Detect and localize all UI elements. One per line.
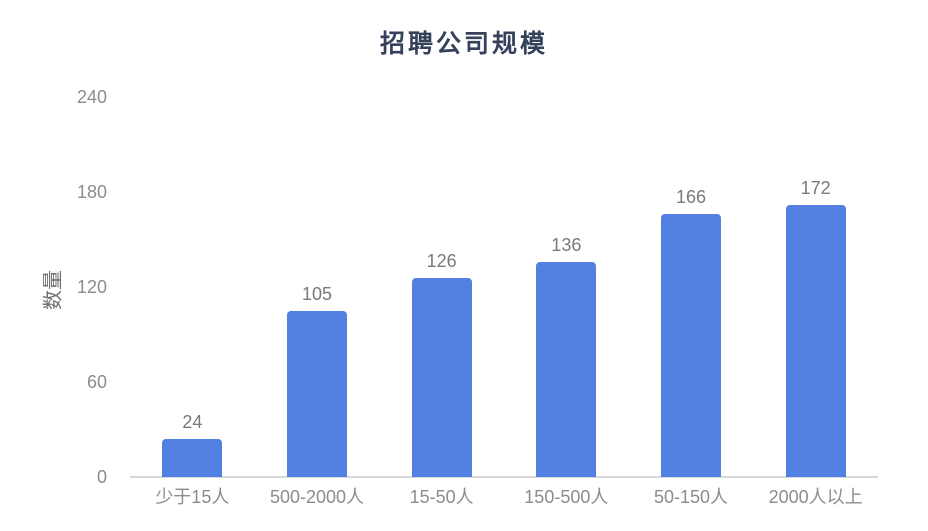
bar-value-label: 24 xyxy=(182,412,203,432)
bar xyxy=(661,214,721,477)
bar-value-label: 105 xyxy=(301,283,333,304)
bar-value-label: 166 xyxy=(675,187,707,208)
x-category-label: 150-500人 xyxy=(524,487,609,507)
y-tick-label: 120 xyxy=(76,277,107,297)
bar xyxy=(162,439,223,477)
bar xyxy=(411,277,472,477)
bar xyxy=(287,310,347,477)
bar-value-label: 172 xyxy=(800,177,831,198)
bar xyxy=(785,204,846,477)
x-category-label: 500-2000人 xyxy=(269,487,365,507)
x-category-label: 少于15人 xyxy=(155,487,230,507)
bar xyxy=(536,261,597,477)
y-tick-label: 240 xyxy=(76,87,107,107)
x-axis-line xyxy=(130,476,878,478)
x-category-label: 50-150人 xyxy=(653,487,729,507)
x-category-label: 2000人以上 xyxy=(768,487,863,507)
y-tick-label: 180 xyxy=(76,182,107,202)
x-category-label: 15-50人 xyxy=(409,487,474,507)
y-tick-label: 60 xyxy=(86,372,107,392)
chart-title: 招聘公司规模 xyxy=(379,30,548,58)
bar-value-label: 126 xyxy=(426,250,457,271)
y-tick-label: 0 xyxy=(96,467,107,487)
bar-value-label: 136 xyxy=(551,234,582,255)
